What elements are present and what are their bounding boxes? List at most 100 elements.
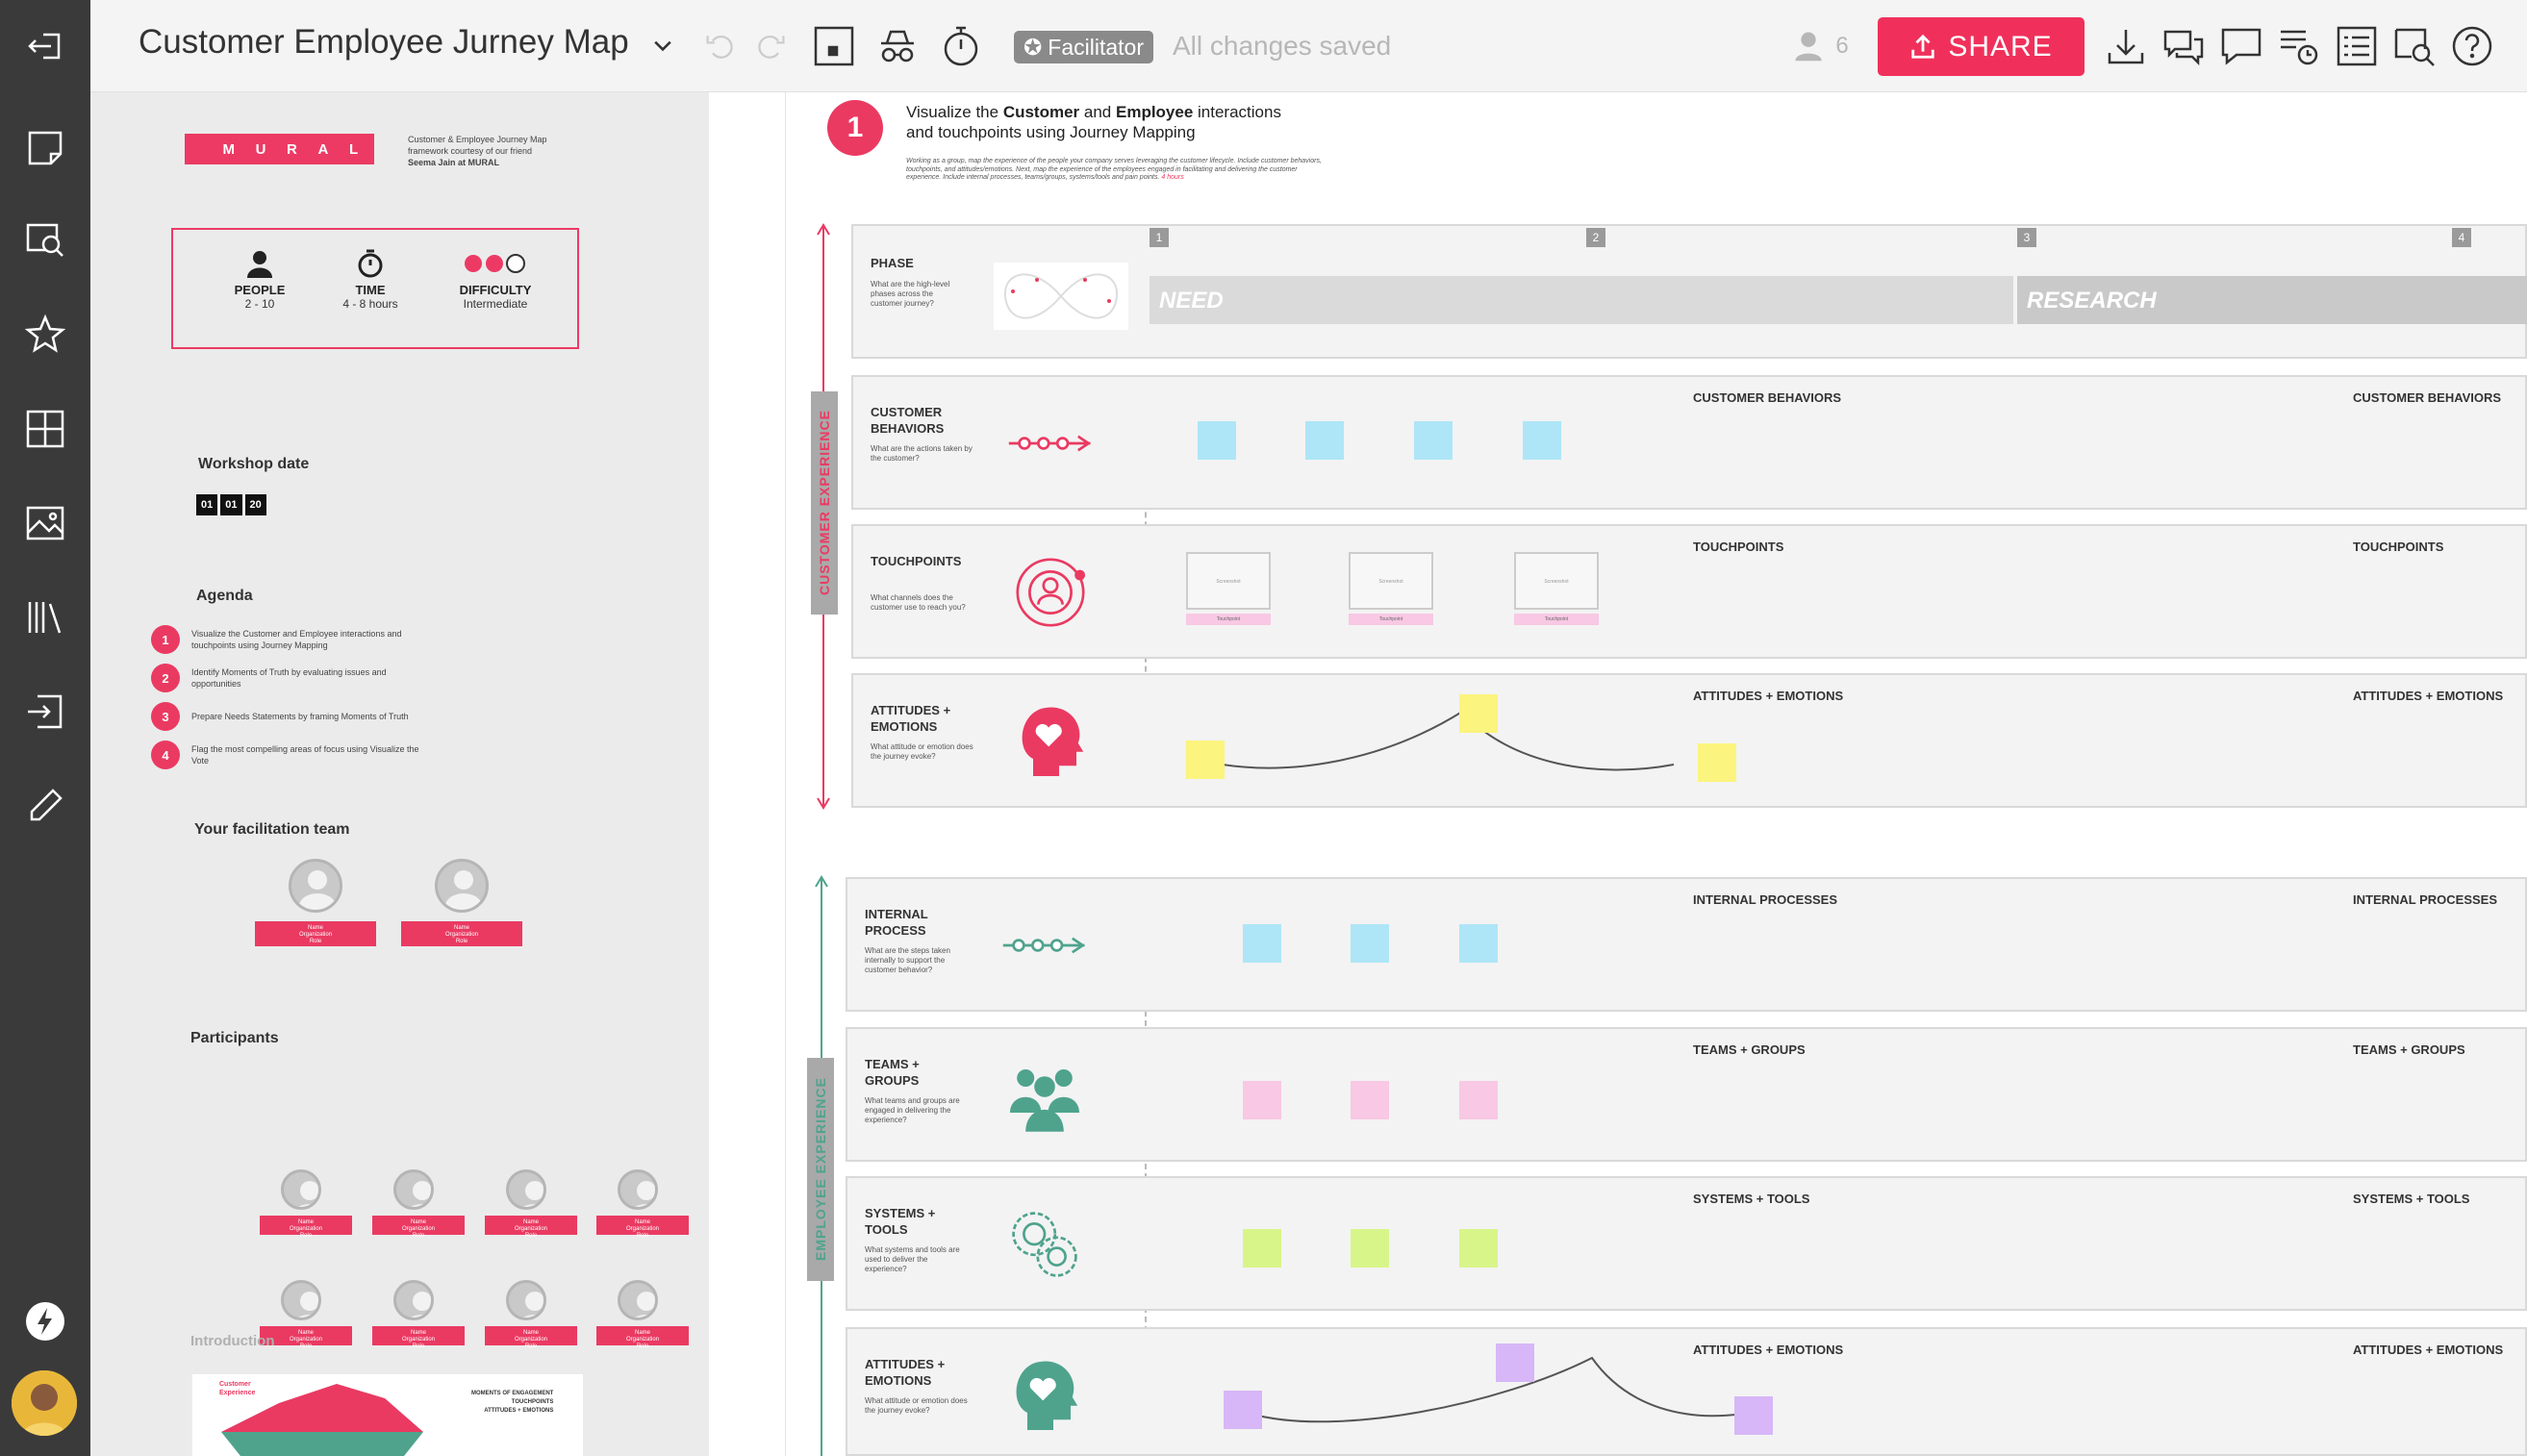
stats-box: PEOPLE 2 - 10 TIME 4 - 8 hours DIFFICULT… bbox=[171, 228, 579, 349]
phase-research[interactable]: RESEARCH bbox=[2017, 276, 2527, 324]
journey-row[interactable]: TOUCHPOINTS What channels does the custom… bbox=[851, 524, 2527, 659]
name-card: Name Organization Role bbox=[485, 1216, 577, 1239]
journey-row[interactable]: ATTITUDES + EMOTIONS What attitude or emo… bbox=[851, 673, 2527, 808]
step-description: Working as a group, map the experience o… bbox=[906, 158, 1322, 181]
sticky-note[interactable] bbox=[1243, 1229, 1281, 1268]
sticky-note[interactable] bbox=[1351, 924, 1389, 963]
row-description: What are the actions taken by the custom… bbox=[871, 444, 973, 463]
share-button[interactable]: SHARE bbox=[1878, 17, 2085, 76]
row-label: SYSTEMS + TOOLS bbox=[865, 1206, 936, 1237]
heart-head-icon bbox=[1022, 707, 1084, 776]
employee-experience-label: EMPLOYEE EXPERIENCE bbox=[813, 1077, 828, 1262]
star-icon[interactable] bbox=[22, 312, 68, 358]
exit-icon[interactable] bbox=[22, 23, 68, 69]
phase-need[interactable]: NEED bbox=[1150, 276, 2013, 324]
row-label: TEAMS + GROUPS bbox=[865, 1057, 920, 1088]
journey-row[interactable]: ATTITUDES + EMOTIONS What attitude or emo… bbox=[846, 1327, 2527, 1456]
row-category: TOUCHPOINTS bbox=[2353, 540, 2444, 554]
comments-icon[interactable] bbox=[2161, 21, 2206, 71]
pen-icon[interactable] bbox=[22, 783, 68, 829]
incognito-icon[interactable] bbox=[875, 21, 920, 71]
user-icon[interactable] bbox=[1789, 21, 1828, 71]
journey-row[interactable]: SYSTEMS + TOOLS What systems and tools ar… bbox=[846, 1176, 2527, 1311]
customer-experience-tag bbox=[811, 391, 838, 615]
sticky-note[interactable] bbox=[1198, 421, 1236, 460]
lightning-icon[interactable] bbox=[22, 1298, 68, 1344]
download-icon[interactable] bbox=[2104, 21, 2148, 71]
sticky-note[interactable] bbox=[1459, 694, 1498, 733]
row-label: ATTITUDES + EMOTIONS bbox=[871, 703, 951, 734]
image-icon[interactable] bbox=[22, 500, 68, 546]
library-icon[interactable] bbox=[22, 594, 68, 640]
workshop-date-title: Workshop date bbox=[198, 456, 310, 472]
stat-time: TIME 4 - 8 hours bbox=[327, 249, 414, 311]
facilitator-star-icon: ✪ bbox=[1023, 34, 1043, 60]
sticky-note[interactable] bbox=[1351, 1229, 1389, 1268]
behavior-flow-icon bbox=[1008, 435, 1092, 452]
participants-count: 6 bbox=[1835, 33, 1849, 59]
introduction-thumbnail[interactable]: Customer Experience MOMENTS OF ENGAGEMENT… bbox=[192, 1374, 583, 1456]
workshop-date[interactable]: 01 01 20 bbox=[196, 494, 266, 515]
row-description: What channels does the customer use to r… bbox=[871, 593, 966, 612]
touchpoint-card[interactable]: Screenshot Touchpoint bbox=[1186, 552, 1271, 627]
facilitator-badge[interactable]: ✪ Facilitator bbox=[1014, 31, 1153, 63]
chevron-down-icon[interactable] bbox=[648, 21, 677, 71]
sticky-note[interactable] bbox=[1243, 1081, 1281, 1119]
agenda-item: 2 Identify Moments of Truth by evaluatin… bbox=[151, 664, 413, 692]
sticky-note[interactable] bbox=[1459, 924, 1498, 963]
journey-row[interactable]: CUSTOMER BEHAVIORS What are the actions t… bbox=[851, 375, 2527, 510]
sticky-note[interactable] bbox=[1186, 741, 1225, 779]
sticky-note[interactable] bbox=[1224, 1391, 1262, 1429]
sticky-note[interactable] bbox=[1734, 1396, 1773, 1435]
mural-title[interactable]: Customer Employee Jurney Map bbox=[139, 23, 629, 61]
sticky-note-icon[interactable] bbox=[22, 125, 68, 171]
sticky-note[interactable] bbox=[1459, 1229, 1498, 1268]
touchpoint-card[interactable]: Screenshot Touchpoint bbox=[1349, 552, 1433, 627]
frame-icon[interactable] bbox=[812, 21, 856, 71]
search-shapes-icon[interactable] bbox=[22, 217, 68, 264]
iceberg-illustration bbox=[221, 1384, 423, 1456]
introduction-title: Introduction bbox=[190, 1333, 275, 1349]
redo-icon[interactable] bbox=[750, 21, 789, 71]
sticky-note[interactable] bbox=[1523, 421, 1561, 460]
sticky-note[interactable] bbox=[1414, 421, 1453, 460]
activity-icon[interactable] bbox=[2277, 21, 2321, 71]
grid-icon[interactable] bbox=[22, 406, 68, 452]
save-status: All changes saved bbox=[1173, 31, 1392, 61]
avatar bbox=[281, 1280, 321, 1320]
top-bar: Customer Employee Jurney Map ✪ Facilitato… bbox=[90, 0, 2527, 92]
sticky-note[interactable] bbox=[1698, 743, 1736, 782]
search-icon[interactable] bbox=[2392, 21, 2437, 71]
row-category: SYSTEMS + TOOLS bbox=[1693, 1192, 1810, 1206]
journey-row[interactable]: INTERNAL PROCESS What are the steps taken… bbox=[846, 877, 2527, 1012]
employee-experience-tag bbox=[807, 1058, 834, 1281]
user-avatar[interactable] bbox=[12, 1370, 77, 1436]
row-category: CUSTOMER BEHAVIORS bbox=[1693, 390, 1842, 405]
phase-row[interactable]: PHASE What are the high-level phases acr… bbox=[851, 224, 2527, 359]
outline-icon[interactable] bbox=[2335, 21, 2379, 71]
row-category: ATTITUDES + EMOTIONS bbox=[2353, 1343, 2504, 1357]
touchpoint-card[interactable]: Screenshot Touchpoint bbox=[1514, 552, 1599, 627]
journey-row[interactable]: TEAMS + GROUPS What teams and groups are … bbox=[846, 1027, 2527, 1162]
sticky-note[interactable] bbox=[1496, 1343, 1534, 1382]
stopwatch-icon bbox=[358, 249, 383, 278]
step-title: Visualize the Customer and Employee inte… bbox=[906, 103, 1281, 141]
sticky-note[interactable] bbox=[1243, 924, 1281, 963]
process-flow-icon bbox=[1002, 937, 1086, 954]
logo-caption: Customer & Employee Journey Map framewor… bbox=[408, 135, 547, 167]
person-icon bbox=[247, 251, 272, 278]
gears-icon bbox=[1012, 1212, 1077, 1277]
mural-logo: M U R A L bbox=[185, 134, 374, 164]
timer-icon[interactable] bbox=[939, 21, 983, 71]
sticky-note[interactable] bbox=[1459, 1081, 1498, 1119]
import-icon[interactable] bbox=[22, 689, 68, 735]
chat-icon[interactable] bbox=[2219, 21, 2263, 71]
screenshot-placeholder: Screenshot bbox=[1514, 552, 1599, 610]
undo-icon[interactable] bbox=[702, 21, 741, 71]
avatar bbox=[393, 1280, 434, 1320]
help-icon[interactable] bbox=[2450, 21, 2494, 71]
name-card: Name Organization Role bbox=[596, 1216, 689, 1239]
sticky-note[interactable] bbox=[1351, 1081, 1389, 1119]
sticky-note[interactable] bbox=[1305, 421, 1344, 460]
row-category: CUSTOMER BEHAVIORS bbox=[2353, 390, 2502, 405]
